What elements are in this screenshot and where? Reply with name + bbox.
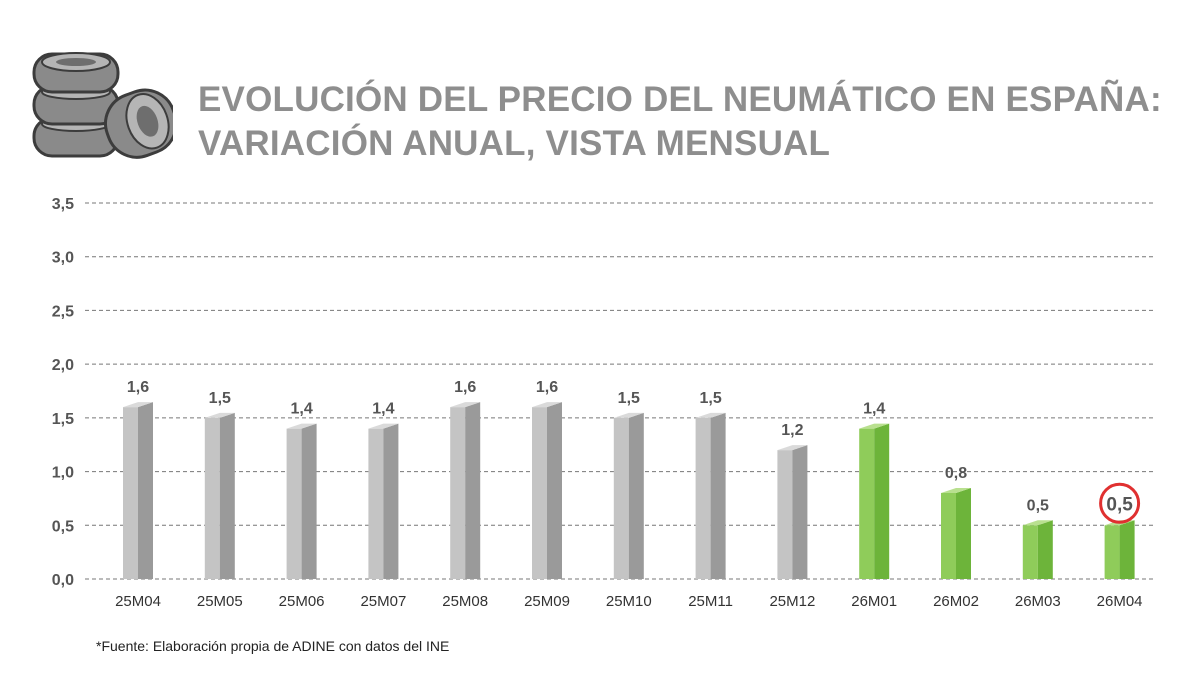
bar-front <box>777 450 793 579</box>
bar-top <box>1022 520 1053 526</box>
bar-front <box>450 407 466 579</box>
data-label: 1,6 <box>454 379 476 396</box>
bar-top <box>450 402 481 408</box>
bar-top <box>123 402 153 408</box>
y-tick-label: 1,5 <box>52 411 74 428</box>
bar-26M02 <box>941 488 971 579</box>
bar-25M10 <box>613 412 644 579</box>
bar-front <box>123 407 138 579</box>
bar-top <box>941 488 971 494</box>
source-note: *Fuente: Elaboración propia de ADINE con… <box>96 638 450 654</box>
data-label: 0,8 <box>945 465 967 482</box>
bar-front <box>695 417 711 579</box>
bar-front <box>1022 525 1038 579</box>
bar-25M04 <box>123 402 153 579</box>
bar-side <box>219 412 235 579</box>
bar-side <box>792 445 808 579</box>
bar-25M06 <box>286 423 317 579</box>
bar-25M05 <box>204 412 235 579</box>
x-tick-label: 25M10 <box>606 593 652 610</box>
bar-25M12 <box>777 445 808 579</box>
chart-title: EVOLUCIÓN DEL PRECIO DEL NEUMÁTICO EN ES… <box>198 78 1162 166</box>
y-tick-label: 3,5 <box>52 196 74 213</box>
bar-front <box>286 428 302 579</box>
data-label: 1,5 <box>699 390 721 407</box>
data-label: 1,5 <box>618 390 640 407</box>
y-tick-label: 2,0 <box>52 357 74 374</box>
x-tick-label: 25M11 <box>688 593 733 610</box>
bar-25M09 <box>532 402 562 579</box>
bar-top <box>859 423 890 429</box>
bar-side <box>465 402 481 579</box>
bar-side <box>956 488 971 579</box>
data-label: 1,6 <box>127 379 149 396</box>
x-tick-label: 25M07 <box>360 593 406 610</box>
y-tick-label: 2,5 <box>52 303 74 320</box>
x-tick-label: 25M12 <box>769 593 815 610</box>
y-tick-label: 3,0 <box>52 250 74 267</box>
data-label: 1,4 <box>863 401 885 418</box>
data-label: 1,2 <box>781 422 803 439</box>
x-tick-label: 25M08 <box>442 593 488 610</box>
bar-top <box>532 402 562 408</box>
x-tick-label: 26M01 <box>851 593 897 610</box>
data-label: 0,5 <box>1106 494 1133 515</box>
highlight-circle <box>1099 482 1141 524</box>
bar-26M01 <box>859 423 890 579</box>
bar-side <box>628 412 644 579</box>
title-line-2: VARIACIÓN ANUAL, VISTA MENSUAL <box>198 124 831 163</box>
bar-top <box>613 412 644 418</box>
bar-top <box>368 423 399 429</box>
data-label: 1,4 <box>290 401 312 418</box>
tires-icon <box>32 52 173 159</box>
bar-side <box>1037 520 1053 579</box>
data-label: 1,6 <box>536 379 558 396</box>
bar-side <box>547 402 562 579</box>
bar-front <box>368 428 384 579</box>
data-label: 1,5 <box>209 390 231 407</box>
bar-top <box>286 423 317 429</box>
data-label: 1,4 <box>372 401 394 418</box>
bar-side <box>383 423 399 579</box>
x-tick-label: 25M04 <box>115 593 161 610</box>
bar-front <box>613 417 629 579</box>
x-tick-label: 26M04 <box>1097 593 1143 610</box>
bar-25M07 <box>368 423 399 579</box>
data-label: 0,5 <box>1027 497 1049 514</box>
bar-26M04 <box>1104 520 1135 579</box>
bar-26M03 <box>1022 520 1053 579</box>
y-tick-label: 0,0 <box>52 572 74 589</box>
x-tick-label: 25M09 <box>524 593 570 610</box>
bar-top <box>695 412 726 418</box>
bar-25M08 <box>450 402 481 579</box>
bar-front <box>859 428 875 579</box>
x-tick-label: 25M06 <box>279 593 325 610</box>
bar-front <box>1104 525 1120 579</box>
bar-top <box>777 445 808 451</box>
bar-front <box>941 493 956 579</box>
y-tick-label: 0,5 <box>52 518 74 535</box>
bar-front <box>204 417 220 579</box>
bar-side <box>874 423 890 579</box>
x-tick-label: 25M05 <box>197 593 243 610</box>
bar-top <box>204 412 235 418</box>
bar-side <box>138 402 153 579</box>
bar-side <box>1119 520 1135 579</box>
x-tick-label: 26M02 <box>933 593 979 610</box>
bar-25M11 <box>695 412 726 579</box>
bar-front <box>532 407 547 579</box>
bar-side <box>710 412 726 579</box>
x-tick-label: 26M03 <box>1015 593 1061 610</box>
bar-side <box>301 423 317 579</box>
title-line-1: EVOLUCIÓN DEL PRECIO DEL NEUMÁTICO EN ES… <box>198 80 1162 119</box>
y-tick-label: 1,0 <box>52 465 74 482</box>
